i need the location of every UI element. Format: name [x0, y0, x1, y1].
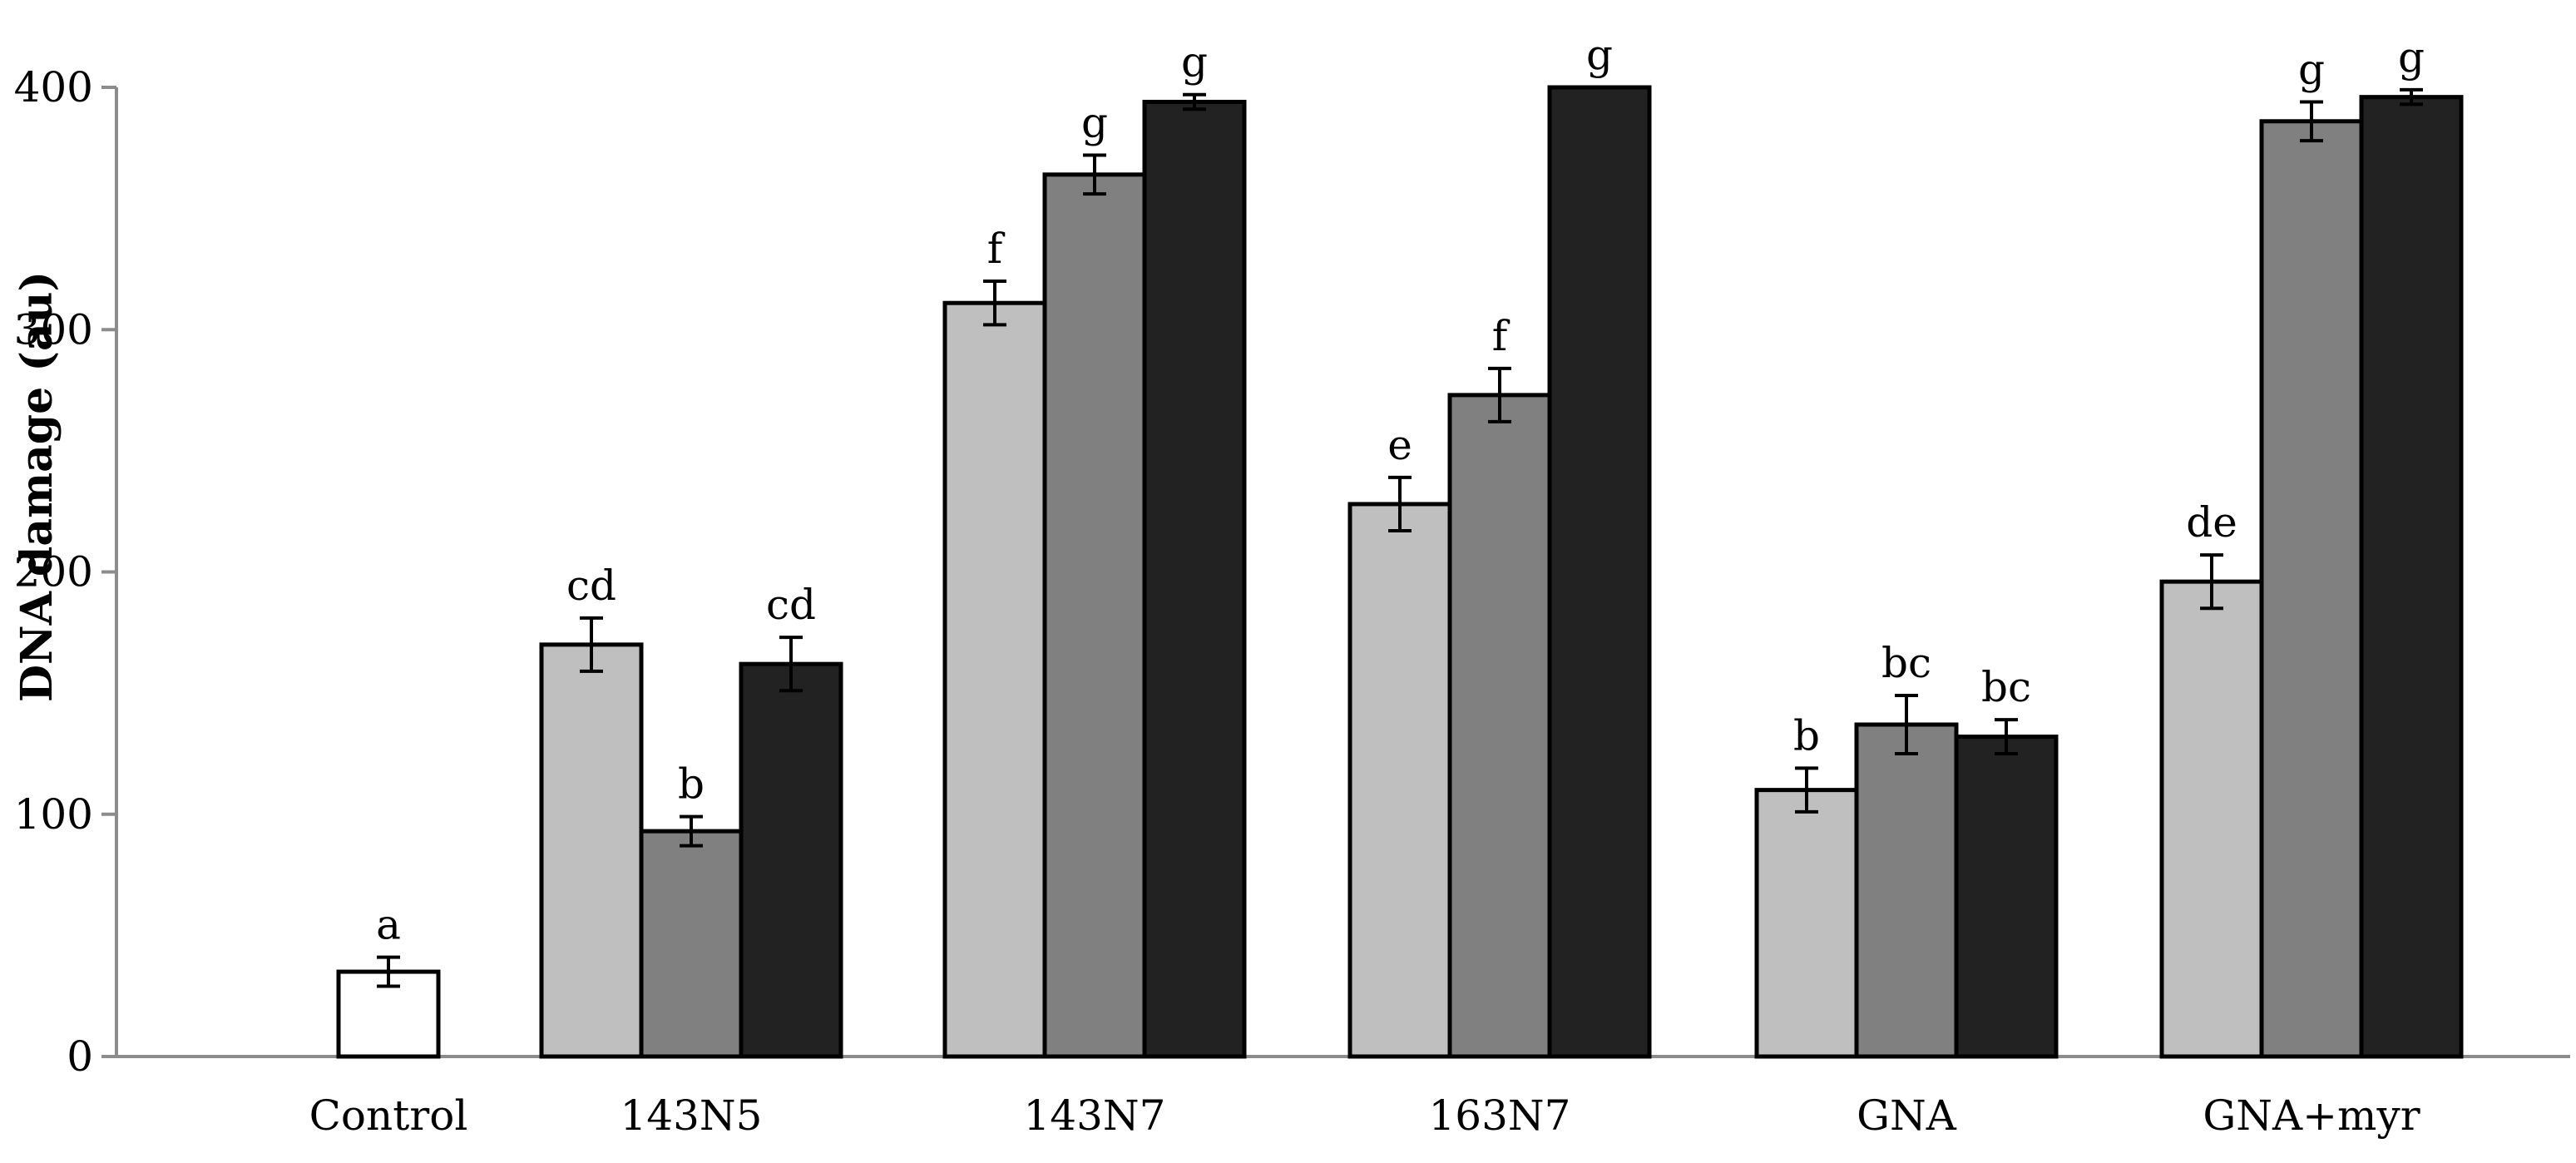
significance-label: cd: [766, 581, 816, 629]
significance-label: b: [1793, 711, 1820, 760]
y-tick-label: 200: [14, 548, 93, 596]
significance-label: a: [376, 901, 401, 949]
significance-label: g: [2298, 45, 2325, 93]
bar-143N5-2: [639, 829, 744, 1059]
bar-163N7-1: [1347, 502, 1452, 1059]
bar-GNA+myr-3: [2359, 95, 2464, 1059]
bar-143N5-3: [739, 661, 843, 1059]
bar-163N7-2: [1447, 393, 1552, 1059]
significance-label: g: [1181, 38, 1208, 87]
y-tick-label: 100: [14, 790, 93, 839]
bar-143N7-3: [1142, 99, 1247, 1059]
y-tick-label: 300: [14, 305, 93, 354]
x-category-label: 143N7: [1024, 1091, 1166, 1140]
bar-GNA-1: [1754, 788, 1859, 1059]
x-category-label: Control: [309, 1091, 468, 1140]
significance-label: bc: [1881, 639, 1931, 687]
bar-GNA-2: [1854, 722, 1959, 1059]
significance-label: f: [1492, 312, 1510, 360]
bar-143N7-1: [942, 300, 1047, 1059]
significance-label: bc: [1981, 663, 2031, 711]
bar-GNA-3: [1954, 735, 2059, 1059]
bar-163N7-3: [1547, 85, 1652, 1059]
y-axis-title-group: DNA damage (au): [12, 271, 62, 702]
y-tick-label: 0: [67, 1032, 93, 1081]
x-category-label: 163N7: [1429, 1091, 1571, 1140]
significance-label: g: [1081, 99, 1108, 147]
significance-label: b: [678, 760, 705, 809]
significance-label: de: [2186, 498, 2237, 547]
significance-label: cd: [566, 562, 616, 610]
x-category-label: GNA+myr: [2203, 1091, 2420, 1140]
plot-area: 0 100 200 300 400 a Control cd b cd 143N5 f g g 143N7 e…: [14, 31, 2570, 1140]
significance-label: e: [1387, 421, 1412, 469]
bar-GNA+myr-2: [2259, 119, 2364, 1059]
bar-143N7-2: [1042, 172, 1147, 1059]
x-category-label: 143N5: [621, 1091, 763, 1140]
significance-label: f: [987, 225, 1006, 273]
significance-label: g: [1586, 31, 1613, 79]
x-category-label: GNA: [1857, 1091, 1957, 1140]
bar-GNA+myr-1: [2159, 579, 2264, 1059]
significance-label: g: [2398, 33, 2425, 82]
y-tick-label: 400: [14, 63, 93, 111]
bar-143N5-1: [539, 642, 644, 1059]
y-axis-label: DNA damage (au): [12, 271, 62, 702]
